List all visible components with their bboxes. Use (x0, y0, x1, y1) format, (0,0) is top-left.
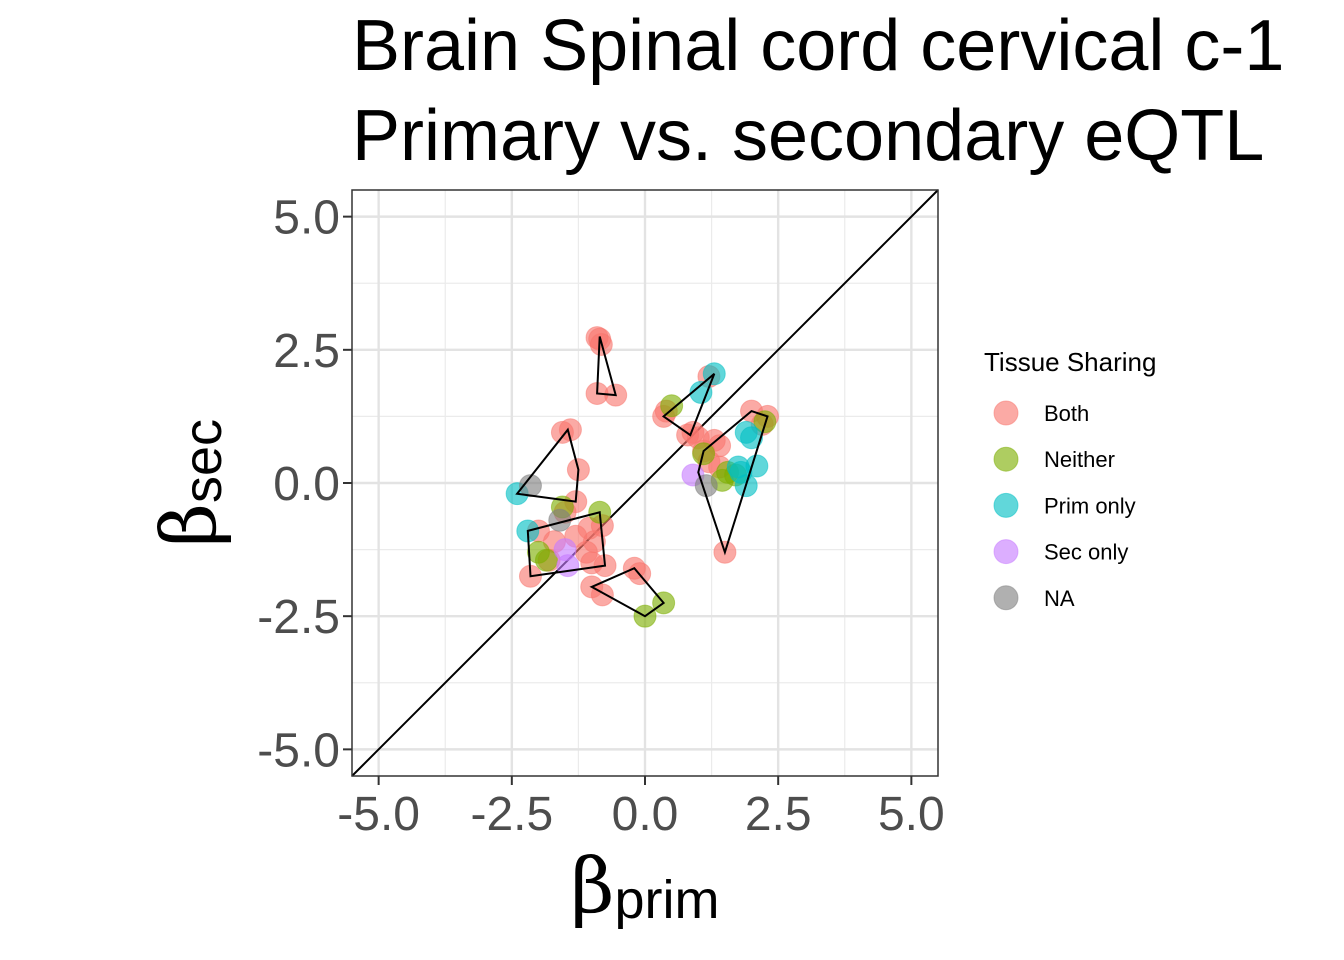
x-tick-label: 5.0 (878, 788, 945, 841)
legend-label-prim-only: Prim only (1044, 493, 1136, 518)
chart-title-line-2: Primary vs. secondary eQTL (352, 96, 1264, 176)
x-axis-label: βprim (571, 841, 720, 930)
legend-key-sec-only (993, 539, 1019, 565)
legend-key-both (993, 400, 1019, 426)
svg-text:βprim: βprim (571, 841, 720, 930)
legend-label-sec-only: Sec only (1044, 540, 1128, 565)
point-neither (534, 548, 558, 572)
data-points (505, 326, 780, 628)
y-tick-label: -2.5 (257, 591, 340, 644)
hull-polygons (515, 336, 769, 618)
x-axis-symbol: β (571, 841, 615, 930)
hull-polygon (515, 427, 580, 503)
hull-polygon (697, 409, 769, 556)
y-axis-label: βsec (144, 419, 233, 547)
legend-key-na (993, 585, 1019, 611)
y-tick-label: -5.0 (257, 724, 340, 777)
x-tick-label: 2.5 (745, 788, 812, 841)
legend-key-prim-only (993, 492, 1019, 518)
point-neither (660, 394, 684, 418)
y-tick-label: 2.5 (273, 325, 340, 378)
x-tick-label: 0.0 (612, 788, 679, 841)
x-axis-subscript: prim (614, 870, 719, 930)
x-tick-label: -2.5 (470, 788, 553, 841)
point-na (518, 474, 542, 498)
chart-title-line-1: Brain Spinal cord cervical c-1 (352, 6, 1284, 86)
legend-key-neither (993, 446, 1019, 472)
x-tick-label: -5.0 (337, 788, 420, 841)
reference-line (351, 189, 939, 777)
identity-line (351, 189, 939, 777)
y-tick-label: 5.0 (273, 192, 340, 245)
y-axis-symbol: β (144, 503, 233, 547)
hull-polygon (661, 373, 716, 437)
chart-title: Brain Spinal cord cervical c-1 Primary v… (352, 6, 1284, 176)
y-tick-label: 0.0 (273, 458, 340, 511)
legend-label-neither: Neither (1044, 447, 1115, 472)
y-axis-ticks: 5.0 2.5 0.0 -2.5 -5.0 (257, 192, 352, 777)
point-prim-only (740, 426, 764, 450)
point-both (590, 583, 614, 607)
x-axis-ticks: -5.0 -2.5 0.0 2.5 5.0 (337, 776, 945, 841)
y-axis-subscript: sec (173, 419, 233, 503)
legend-label-both: Both (1044, 401, 1089, 426)
point-prim-only (689, 380, 713, 404)
svg-text:βsec: βsec (144, 419, 233, 547)
legend: Tissue Sharing Both Neither Prim only Sec o… (984, 347, 1156, 611)
hull-polygon (526, 511, 607, 578)
hull-polygon (596, 336, 618, 397)
point-sec-only (553, 538, 577, 562)
hull-polygon (589, 566, 666, 618)
legend-label-na: NA (1044, 586, 1075, 611)
point-prim-only (729, 460, 753, 484)
legend-title: Tissue Sharing (984, 347, 1156, 377)
